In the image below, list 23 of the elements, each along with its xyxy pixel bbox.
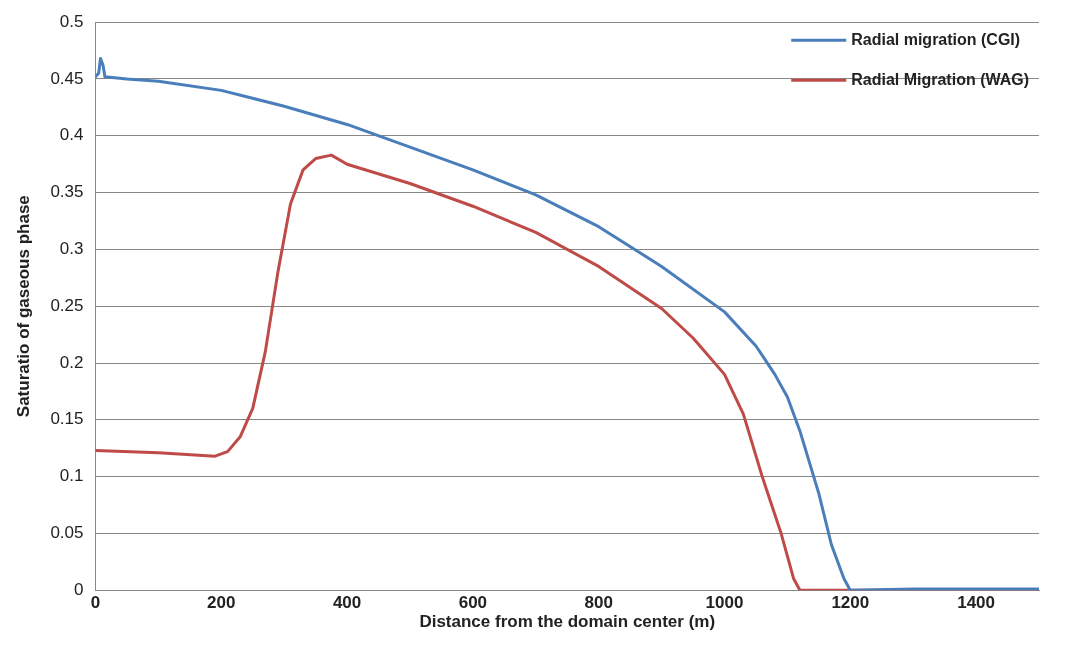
y-axis-title: Saturatio of gaseous phase xyxy=(13,195,33,418)
y-tick-label: 0.3 xyxy=(59,239,84,259)
legend-label: Radial migration (CGI) xyxy=(851,30,1021,48)
x-tick-label: 1200 xyxy=(831,593,870,613)
y-tick-label: 0.4 xyxy=(59,125,84,145)
x-tick-label: 0 xyxy=(90,593,101,613)
y-tick-label: 0.25 xyxy=(50,295,84,315)
x-tick-label: 1400 xyxy=(957,593,996,613)
y-tick-label: 0 xyxy=(74,579,84,599)
y-tick-label: 0.5 xyxy=(59,11,84,31)
y-tick-label: 0.45 xyxy=(50,68,84,88)
legend-label: Radial Migration (WAG) xyxy=(851,70,1030,88)
x-tick-label: 600 xyxy=(458,593,488,613)
x-tick-label: 200 xyxy=(207,593,236,613)
y-tick-label: 0.05 xyxy=(50,523,84,543)
x-tick-label: 400 xyxy=(332,593,362,613)
y-tick-label: 0.2 xyxy=(59,352,84,372)
y-tick-label: 0.35 xyxy=(50,182,84,202)
x-tick-label: 1000 xyxy=(705,593,744,613)
y-tick-label: 0.15 xyxy=(50,409,84,429)
y-tick-label: 0.1 xyxy=(59,466,84,486)
x-axis-title: Distance from the domain center (m) xyxy=(419,612,716,632)
x-tick-label: 800 xyxy=(584,593,613,613)
